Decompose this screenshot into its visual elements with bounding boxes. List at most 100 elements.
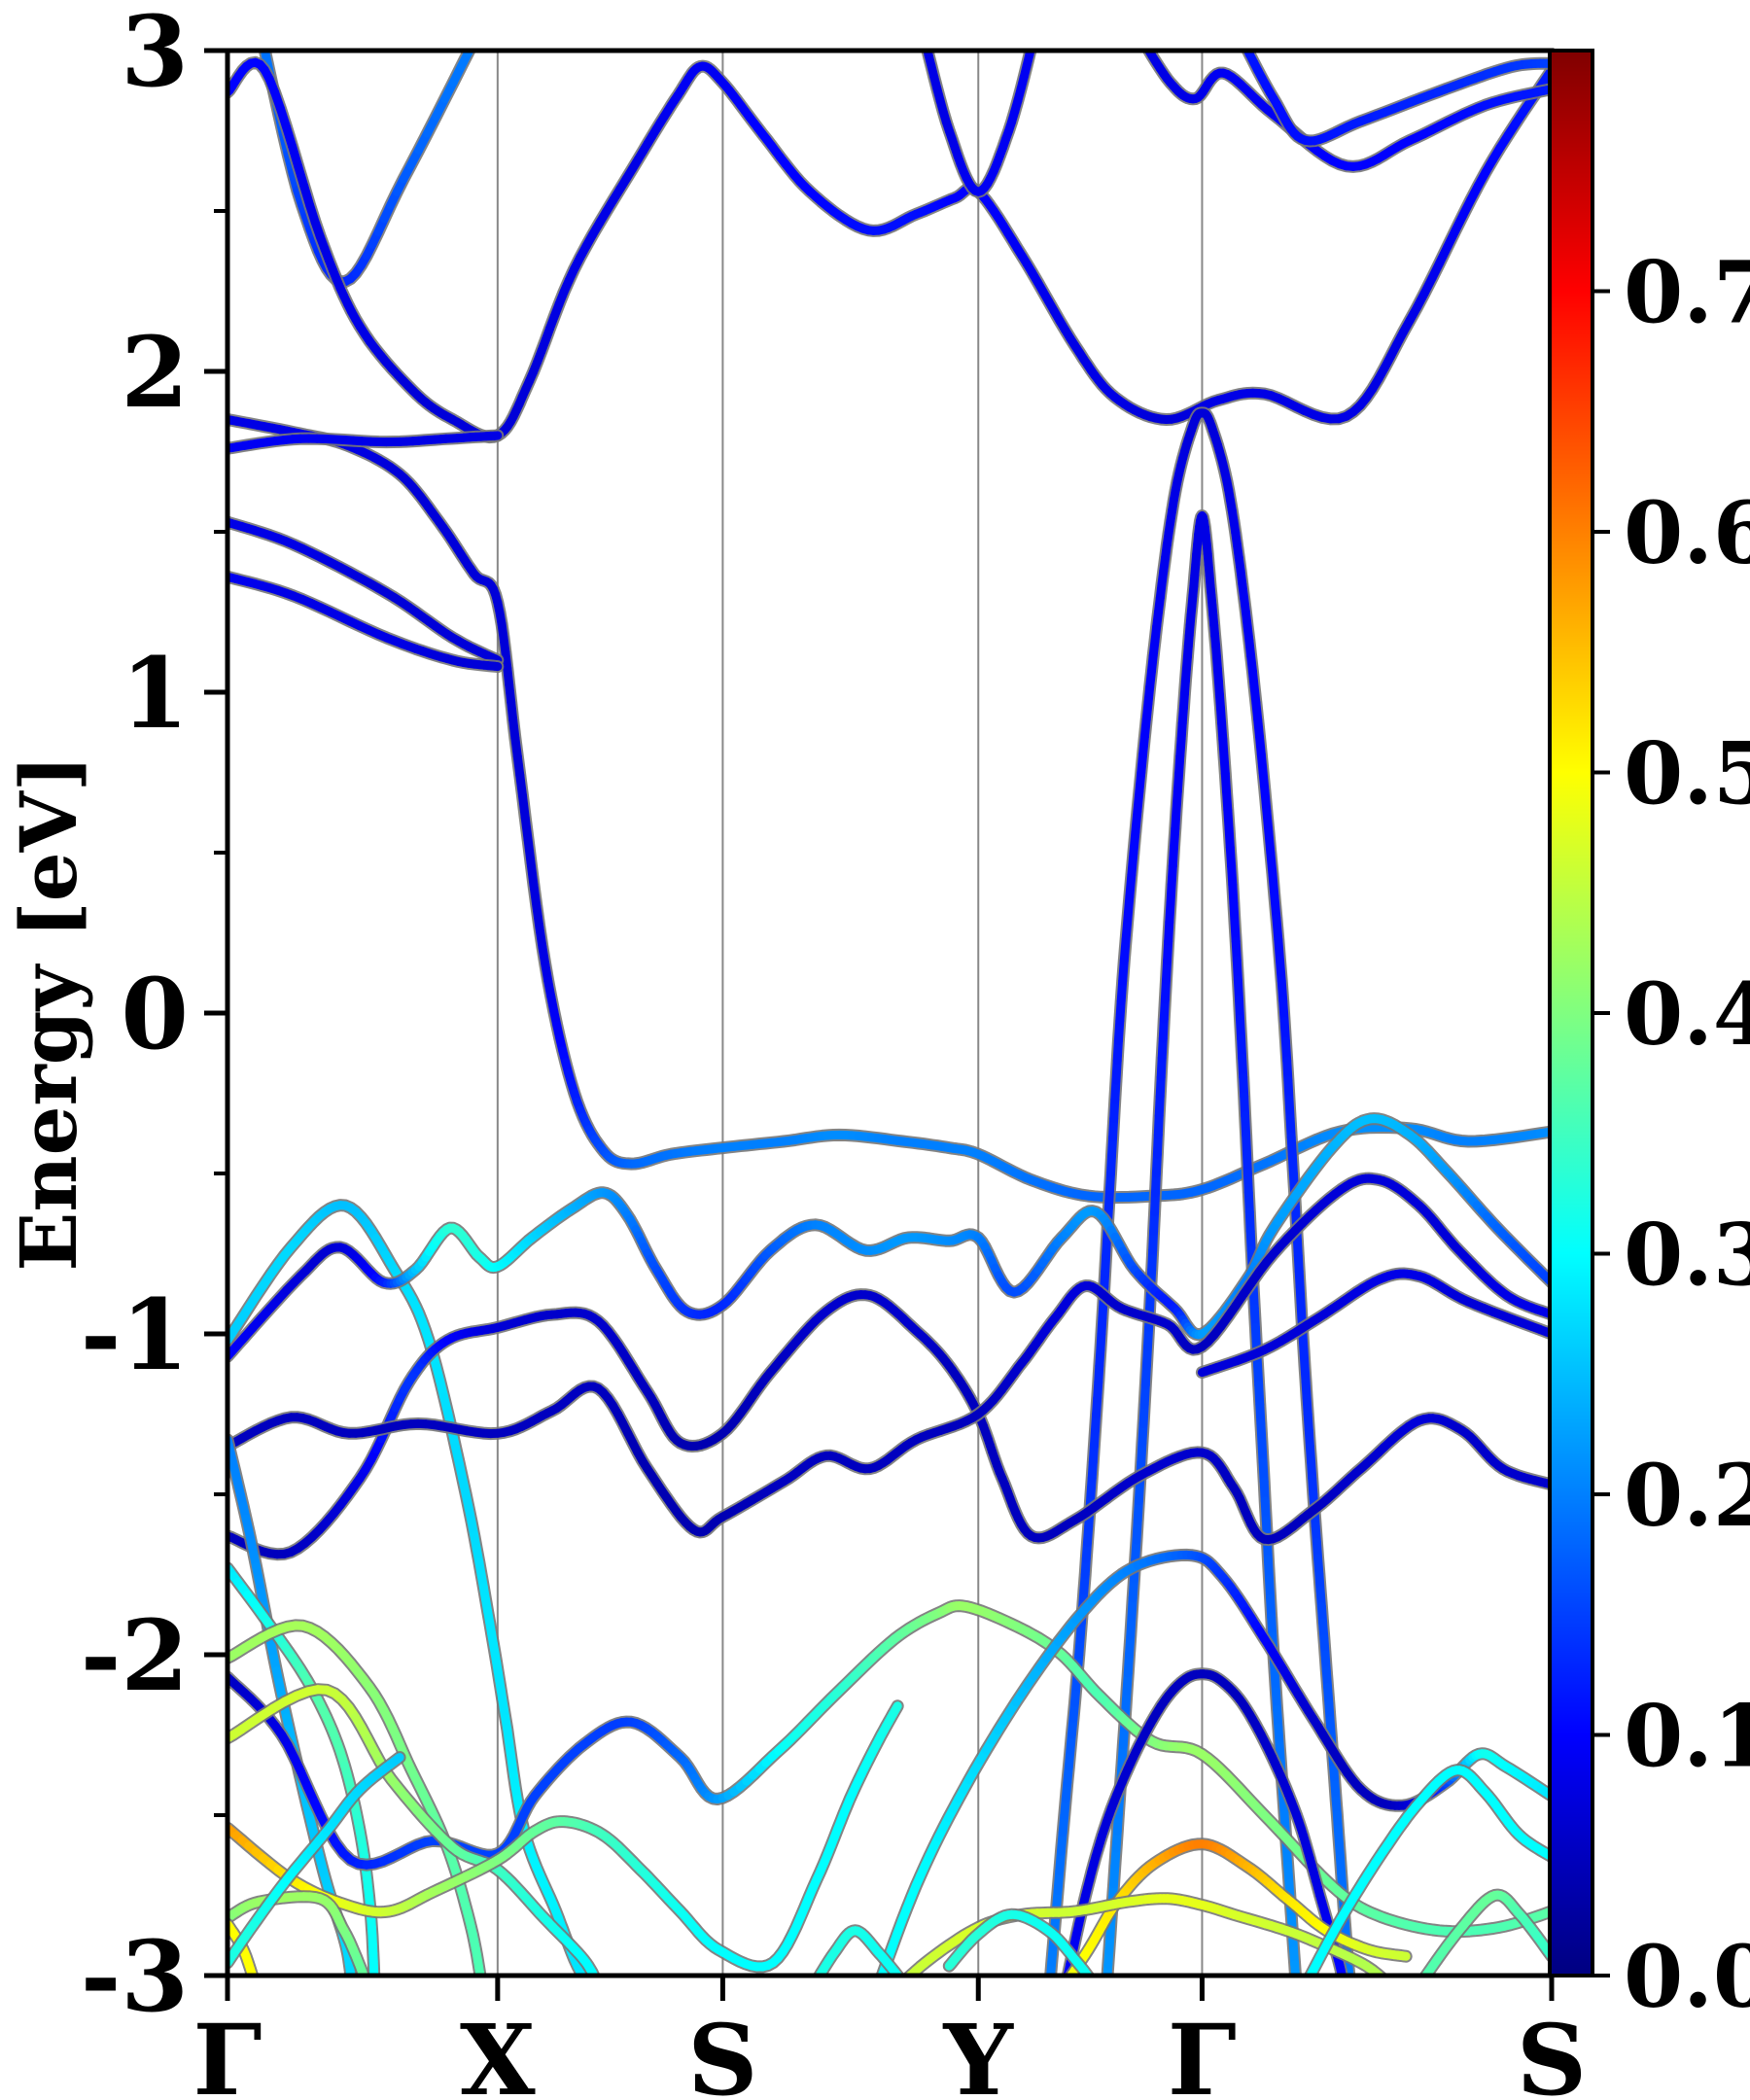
band-segment: [1092, 1980, 1093, 1982]
band: [810, 1924, 906, 1991]
band-segment: [1387, 1982, 1389, 1984]
band-segment: [254, 1980, 255, 1983]
band-segment: [595, 1975, 597, 1976]
colorbar-tick-label: 0.7: [1624, 242, 1750, 343]
band-casing: [1418, 1888, 1552, 1976]
y-tick-label: 0: [121, 957, 189, 1071]
band-segment: [1032, 38, 1033, 46]
band: [228, 429, 505, 455]
band-segment: [393, 1753, 404, 1764]
band-segment: [1419, 1982, 1421, 1985]
colorbar-tick-label: 0.4: [1624, 963, 1750, 1065]
y-axis-title: Energy [eV]: [3, 754, 94, 1271]
band-segment: [1025, 51, 1035, 60]
band-segment: [1420, 1973, 1429, 1976]
colorbar-tick-label: 0.1: [1624, 1686, 1750, 1787]
band: [942, 1908, 1096, 1984]
band-segment: [1060, 1989, 1063, 1993]
band-segment: [923, 31, 925, 37]
band-segment: [814, 1982, 816, 1986]
band-segment: [1306, 1981, 1308, 1985]
band-segment: [363, 1975, 367, 1976]
colorbar-gradient: [1548, 49, 1594, 1978]
band-segment: [1062, 1984, 1065, 1988]
band: [1195, 1267, 1552, 1380]
band-segment: [1142, 39, 1145, 44]
band-segment: [1033, 31, 1035, 37]
y-tick-label: 3: [121, 0, 189, 109]
x-tick-label: Γ: [1168, 2003, 1237, 2100]
x-tick-label: X: [460, 2003, 536, 2100]
axes-layer: [204, 48, 1555, 2001]
band-segment: [890, 1993, 892, 1995]
band-segment: [597, 1982, 598, 1984]
band: [228, 1619, 487, 1985]
band-segment: [875, 1988, 878, 1995]
band-segment: [579, 1973, 588, 1976]
plot-frame: [225, 48, 1555, 1978]
x-tick-label: Y: [943, 2003, 1015, 2100]
band-segment: [812, 1986, 814, 1989]
band-segment: [360, 1973, 368, 1976]
band-segment: [895, 1974, 904, 1976]
band: [228, 570, 505, 674]
y-tick-label: 2: [121, 315, 189, 430]
band-segment: [1058, 1992, 1060, 1995]
band-segment: [474, 31, 479, 40]
band-segment: [586, 1982, 587, 1984]
x-tick-label: S: [1517, 2003, 1587, 2100]
band-segment: [598, 1983, 599, 1985]
band-segment: [1093, 1982, 1094, 1984]
x-tick-label: Γ: [193, 2003, 262, 2100]
colorbar-tick-label: 0.5: [1624, 723, 1750, 824]
band-segment: [1389, 1984, 1390, 1985]
band: [1418, 1888, 1552, 1985]
band: [228, 1172, 1552, 1539]
band-segment: [1066, 1975, 1068, 1976]
band-segment: [1065, 1980, 1068, 1985]
band-segment: [894, 1987, 898, 1990]
band: [228, 1683, 601, 1985]
band-segment: [1242, 51, 1249, 52]
band-segment: [1385, 1980, 1387, 1982]
band: [1238, 31, 1552, 148]
colorbar-tick-label: 0.3: [1624, 1205, 1750, 1306]
band-segment: [255, 1983, 256, 1985]
band-segment: [892, 1990, 894, 1993]
band-segment: [810, 1989, 812, 1991]
band-segment: [481, 1982, 482, 1985]
band-segment: [1138, 31, 1139, 34]
band: [228, 1599, 1552, 1939]
band-casing: [228, 413, 1552, 1205]
band: [875, 1548, 1552, 1995]
colorbar-tick-label: 0.6: [1624, 482, 1750, 583]
band-segment: [585, 1980, 586, 1982]
band: [228, 55, 1552, 444]
y-tick-label: 1: [121, 636, 189, 751]
band-segment: [1240, 35, 1242, 41]
band-segment: [476, 1973, 485, 1976]
band-segment: [1086, 1974, 1094, 1976]
band: [228, 1112, 1552, 1363]
band-casing: [228, 1599, 1552, 1939]
band: [228, 515, 505, 667]
band: [1303, 1764, 1552, 1985]
band: [921, 31, 1037, 198]
band-segment: [892, 1701, 902, 1713]
y-tick-label: -1: [81, 1278, 189, 1392]
band-segment: [814, 1974, 822, 1976]
band-segment: [903, 1975, 909, 1976]
colorbar-tick-label: 0.2: [1624, 1445, 1750, 1546]
band-segment: [1238, 31, 1240, 35]
band-segment: [1380, 1974, 1386, 1976]
band: [1138, 31, 1552, 173]
band-segment: [1139, 35, 1142, 40]
band-segment: [587, 1983, 588, 1985]
x-tick-label: S: [687, 2003, 757, 2100]
band: [228, 1288, 1552, 1561]
y-tick-label: -2: [81, 1598, 189, 1713]
band-segment: [925, 38, 927, 46]
